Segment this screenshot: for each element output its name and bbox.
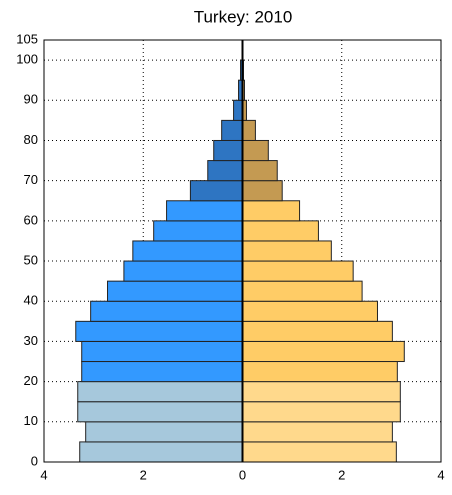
chart-title: Turkey: 2010: [194, 7, 293, 26]
bar: [108, 281, 243, 301]
bar: [243, 362, 398, 382]
y-tick-label: 30: [24, 333, 38, 348]
bar: [133, 241, 243, 261]
x-tick-label: 4: [40, 467, 47, 482]
bar: [243, 301, 378, 321]
bar: [208, 161, 243, 181]
bar: [190, 181, 242, 201]
bar: [243, 140, 269, 160]
bar: [243, 181, 283, 201]
bar: [214, 140, 243, 160]
bar: [243, 161, 278, 181]
bar: [243, 261, 354, 281]
bar: [243, 201, 300, 221]
bar: [243, 321, 393, 341]
y-tick-label: 20: [24, 373, 38, 388]
x-tick-label: 2: [140, 467, 147, 482]
y-tick-label: 0: [31, 453, 38, 468]
bar: [243, 402, 401, 422]
bar: [243, 382, 401, 402]
bar: [234, 100, 243, 120]
y-tick-label: 100: [16, 52, 38, 67]
y-tick-label: 40: [24, 293, 38, 308]
bar: [80, 442, 243, 462]
x-tick-label: 0: [239, 467, 246, 482]
bar: [243, 120, 256, 140]
bar: [243, 442, 397, 462]
y-tick-label: 50: [24, 252, 38, 267]
y-tick-label: 60: [24, 212, 38, 227]
bar: [243, 422, 393, 442]
y-tick-label: 10: [24, 413, 38, 428]
y-tick-label: 70: [24, 172, 38, 187]
bar: [243, 281, 363, 301]
y-tick-label: 80: [24, 132, 38, 147]
bar: [76, 321, 243, 341]
bar: [243, 221, 319, 241]
bar: [78, 382, 243, 402]
bar: [91, 301, 243, 321]
bar: [243, 241, 332, 261]
bar: [124, 261, 243, 281]
bar: [86, 422, 243, 442]
bar: [167, 201, 243, 221]
bar: [82, 362, 243, 382]
bar: [243, 341, 405, 361]
bar: [82, 341, 243, 361]
bar: [154, 221, 243, 241]
bar: [222, 120, 243, 140]
bar: [78, 402, 243, 422]
x-tick-label: 2: [338, 467, 345, 482]
x-tick-label: 4: [437, 467, 444, 482]
y-tick-label: 105: [16, 31, 38, 46]
y-tick-label: 90: [24, 92, 38, 107]
